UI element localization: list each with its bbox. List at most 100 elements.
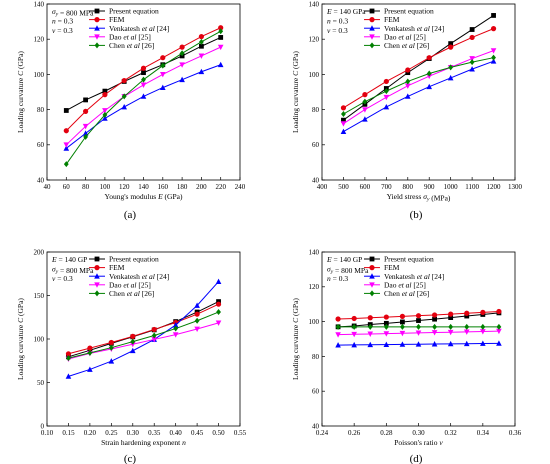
panel-label: (d) xyxy=(410,453,423,464)
data-point xyxy=(179,62,185,68)
data-point xyxy=(217,44,224,51)
data-point xyxy=(172,322,179,328)
x-tick-label: 220 xyxy=(215,183,226,191)
data-point xyxy=(217,61,224,68)
data-point xyxy=(199,43,204,49)
data-point xyxy=(490,26,497,32)
legend-marker xyxy=(369,25,375,31)
x-tick-label: 180 xyxy=(177,183,188,191)
y-tick-label: 60 xyxy=(312,141,320,149)
data-point xyxy=(87,366,93,372)
data-point xyxy=(400,323,405,330)
y-axis-label: Loading curvature C (GPa) xyxy=(16,298,25,380)
x-tick-label: 400 xyxy=(317,183,328,191)
legend-marker xyxy=(94,282,100,288)
data-point xyxy=(63,108,69,113)
param-label: n = 0.3 xyxy=(52,17,73,26)
data-point xyxy=(179,50,185,57)
y-tick-label: 200 xyxy=(34,248,45,256)
data-point xyxy=(367,331,374,337)
chart-panel-2: 400 500 600 700 800 900 1000 1100 1200 1300 40 60 80… xyxy=(291,0,523,221)
data-point xyxy=(463,340,470,347)
legend-marker xyxy=(94,25,100,31)
data-point xyxy=(491,13,496,18)
y-tick-label: 120 xyxy=(34,36,45,44)
y-tick-label: 100 xyxy=(309,318,320,326)
series-fem xyxy=(335,308,502,322)
series-line xyxy=(68,303,219,355)
data-point xyxy=(340,128,347,134)
series-line xyxy=(343,28,494,109)
x-axis-label: Poisson's ratio ν xyxy=(394,438,443,447)
data-point xyxy=(464,323,470,330)
series-dao xyxy=(340,48,497,127)
data-point xyxy=(160,55,166,61)
data-point xyxy=(194,317,200,324)
data-point xyxy=(383,314,389,320)
x-tick-label: 500 xyxy=(338,183,349,191)
y-tick-label: 50 xyxy=(37,379,45,387)
y-axis-label: Loading curvature C (GPa) xyxy=(291,298,300,380)
data-point xyxy=(160,62,166,69)
x-tick-label: 0.34 xyxy=(477,429,490,437)
data-point xyxy=(198,68,205,75)
series-line xyxy=(343,60,494,133)
data-point xyxy=(448,311,454,317)
param-label: σy = 800 MPa xyxy=(52,7,94,18)
x-tick-label: 0.20 xyxy=(84,429,97,437)
legend-label: Chen et al [26] xyxy=(109,41,154,50)
data-point xyxy=(63,161,69,168)
data-point xyxy=(335,342,341,348)
data-point xyxy=(383,103,390,110)
y-tick-label: 100 xyxy=(34,71,45,79)
data-point xyxy=(404,93,411,99)
data-point xyxy=(65,351,72,357)
x-axis-label: Yield stress σy (MPa) xyxy=(387,192,451,203)
data-point xyxy=(130,333,136,339)
series-line xyxy=(68,311,219,359)
y-tick-label: 40 xyxy=(312,176,320,184)
data-point xyxy=(160,84,166,90)
data-point xyxy=(399,330,406,337)
data-point xyxy=(416,318,421,323)
data-point xyxy=(431,341,438,347)
legend-marker xyxy=(94,273,100,279)
data-point xyxy=(87,349,93,356)
legend-marker xyxy=(369,17,375,23)
data-point xyxy=(102,92,108,98)
data-point xyxy=(340,121,347,127)
data-point xyxy=(83,97,88,103)
legend-label: Venkatesh et al [24] xyxy=(384,272,444,281)
panel-label: (c) xyxy=(124,453,137,464)
data-point xyxy=(426,83,433,90)
data-point xyxy=(121,103,127,110)
x-tick-label: 140 xyxy=(138,183,149,191)
series-venkatesh xyxy=(335,340,502,348)
data-point xyxy=(405,67,411,73)
data-point xyxy=(129,347,136,354)
data-point xyxy=(83,133,88,140)
data-point xyxy=(367,341,374,348)
data-point xyxy=(362,92,368,98)
data-point xyxy=(464,310,470,316)
data-point xyxy=(469,66,475,72)
y-tick-label: 100 xyxy=(34,335,45,343)
data-point xyxy=(367,315,373,321)
data-point xyxy=(383,94,390,101)
x-tick-label: 1200 xyxy=(487,183,502,191)
param-label: E = 140 GPa xyxy=(326,7,366,16)
data-point xyxy=(383,331,390,337)
chart-panel-1: 40 60 80 100 120 140 160 180 200 220 240 40 60 80 100 1… xyxy=(16,0,246,221)
series-chen xyxy=(66,309,221,362)
data-point xyxy=(463,329,470,335)
data-point xyxy=(399,313,406,319)
data-point xyxy=(447,329,454,336)
data-point xyxy=(469,59,475,66)
data-point xyxy=(102,108,108,114)
data-point xyxy=(130,338,136,345)
data-point xyxy=(362,107,368,113)
x-tick-label: 60 xyxy=(63,183,71,191)
series-dao xyxy=(335,328,502,338)
series-dao xyxy=(65,320,222,363)
x-tick-label: 200 xyxy=(196,183,207,191)
